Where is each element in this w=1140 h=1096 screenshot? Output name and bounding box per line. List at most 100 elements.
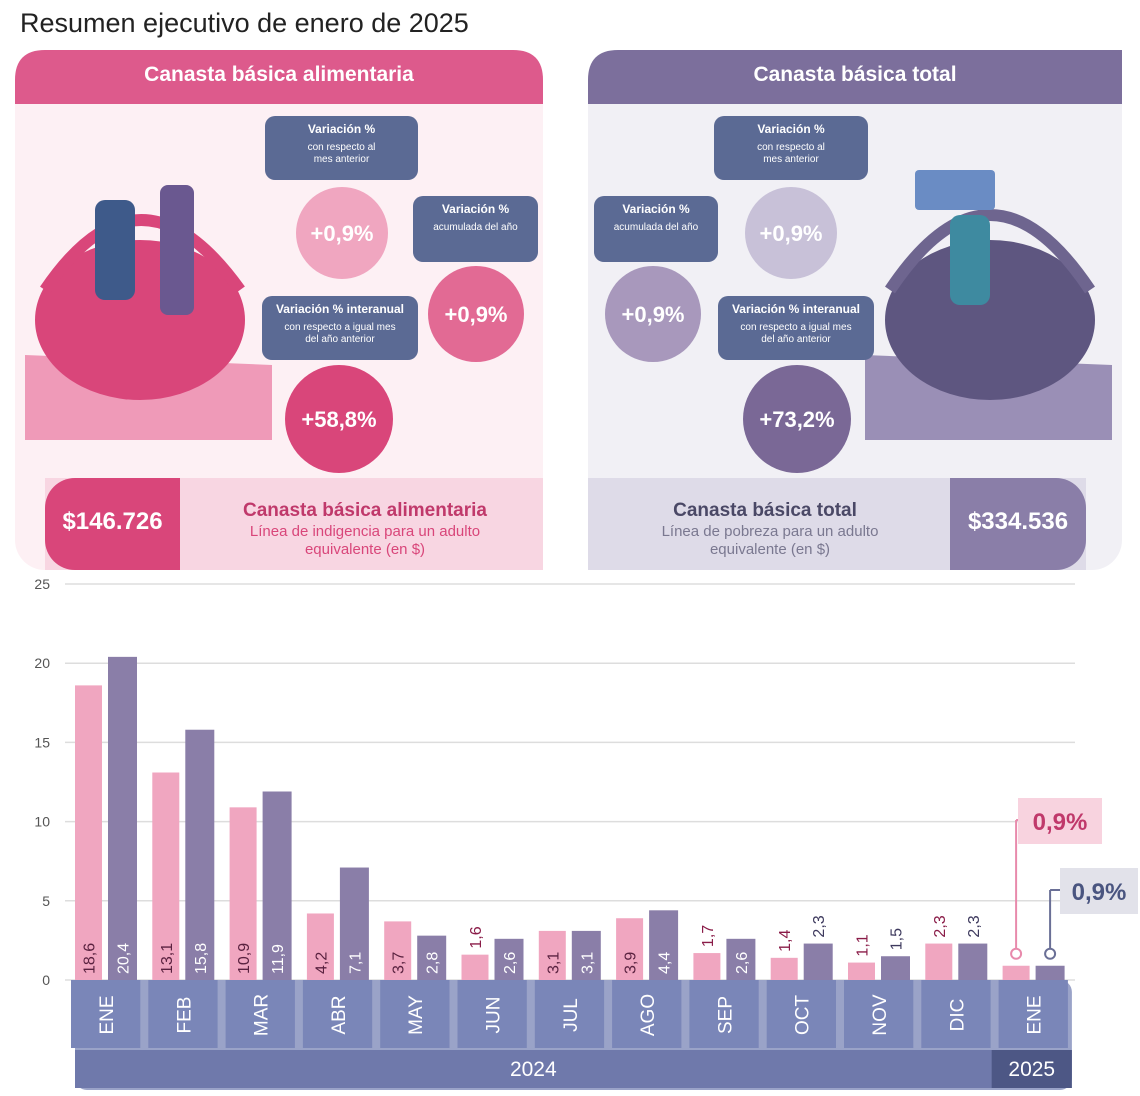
stat-label-box: Variación % con respecto al mes anterior xyxy=(265,116,418,180)
category-cell xyxy=(689,980,759,1048)
x-tick-label: AGO xyxy=(638,994,659,1036)
card xyxy=(915,170,995,210)
bar xyxy=(75,685,102,980)
x-tick-label: FEB xyxy=(174,997,195,1034)
stat-bubble xyxy=(428,266,524,362)
category-cell xyxy=(225,980,295,1048)
x-tick-label: OCT xyxy=(793,995,814,1036)
basket-handle xyxy=(885,209,1095,294)
y-tick-label: 20 xyxy=(34,655,50,671)
bar xyxy=(152,772,180,980)
stat-bubble xyxy=(285,365,393,473)
y-tick-label: 10 xyxy=(34,814,50,830)
stat-label-box: Variación % acumulada del año xyxy=(594,196,718,262)
value-label: 2,6 xyxy=(502,952,519,974)
stat-label: Variación % interanual xyxy=(731,302,861,316)
category-cell xyxy=(844,980,914,1048)
panel-header: Canasta básica total xyxy=(753,63,957,86)
callout-dot xyxy=(1044,947,1057,960)
year-label: 2025 xyxy=(1008,1058,1055,1081)
value-label: 0,9% xyxy=(1072,879,1127,906)
category-cell xyxy=(380,980,450,1048)
bar xyxy=(958,943,988,980)
bar xyxy=(848,962,875,980)
stat-label: Variación % xyxy=(307,122,376,136)
basket xyxy=(885,240,1095,400)
category-cell xyxy=(766,980,836,1048)
stat-bubble xyxy=(743,365,851,473)
panel-header-bg xyxy=(15,50,543,104)
x-tick-label: DIC xyxy=(947,999,968,1032)
stat-label-box: Variación % interanual con respecto a igu… xyxy=(718,296,874,360)
bar xyxy=(770,957,798,980)
bar xyxy=(1002,965,1030,980)
category-cell xyxy=(612,980,682,1048)
y-tick-label: 0 xyxy=(42,972,50,988)
value-label: 1,6 xyxy=(468,926,485,948)
bar xyxy=(616,918,644,980)
amount-desc: Línea de indigencia para un adulto equiv… xyxy=(249,523,481,558)
year-label: 2024 xyxy=(510,1058,557,1081)
value-label: 1,4 xyxy=(777,929,794,951)
x-tick-label: ABR xyxy=(329,995,350,1034)
amount-desc: Línea de pobreza para un adulto equivale… xyxy=(661,523,879,558)
value-label: 0,9% xyxy=(1033,809,1088,836)
stat-sublabel: con respecto al mes anterior xyxy=(757,142,825,165)
y-tick-label: 25 xyxy=(34,576,50,592)
value-label: 1,1 xyxy=(855,934,872,956)
value-label: 2,3 xyxy=(966,915,983,937)
value-label: 1,5 xyxy=(889,928,906,950)
stat-sublabel: acumulada del año xyxy=(433,222,518,233)
value-label: 4,4 xyxy=(657,952,674,974)
category-cell xyxy=(71,980,141,1048)
bar xyxy=(461,954,489,980)
stat-sublabel: con respecto a igual mes del año anterio… xyxy=(284,322,396,345)
y-tick-label: 5 xyxy=(42,893,50,909)
callout-dot xyxy=(1010,947,1023,960)
bar xyxy=(417,935,447,980)
category-cell xyxy=(534,980,605,1048)
panel-header: Canasta básica alimentaria xyxy=(144,63,414,86)
amount-pill xyxy=(950,478,1086,570)
value-label: 3,9 xyxy=(623,952,640,974)
bar xyxy=(384,921,412,980)
value-label: 2,8 xyxy=(425,952,442,974)
bottle xyxy=(95,200,135,300)
amount-pill xyxy=(150,478,180,570)
value-label: 18,6 xyxy=(82,943,99,974)
year-band xyxy=(75,1050,992,1088)
value-label: 2,6 xyxy=(734,952,751,974)
x-tick-label: ENE xyxy=(1025,995,1046,1034)
bar xyxy=(726,938,756,980)
value-label: 10,9 xyxy=(236,943,253,974)
basket-handle xyxy=(40,214,245,294)
value-label: 13,1 xyxy=(159,943,176,974)
stat-value: +0,9% xyxy=(622,302,685,327)
stat-label: Variación % xyxy=(441,202,510,216)
category-cell xyxy=(148,980,218,1048)
stat-bubble xyxy=(296,187,388,279)
bar xyxy=(108,656,137,980)
value-label: 3,1 xyxy=(579,952,596,974)
bar xyxy=(229,807,257,980)
bottle xyxy=(950,215,990,305)
callout-box xyxy=(1018,798,1102,844)
bar xyxy=(306,913,334,980)
stat-sublabel: con respecto a igual mes del año anterio… xyxy=(740,322,852,345)
amount-pill xyxy=(950,478,980,570)
value-label: 20,4 xyxy=(116,943,133,974)
category-cell xyxy=(998,980,1068,1048)
stat-value: +0,9% xyxy=(760,221,823,246)
bar xyxy=(185,729,215,980)
x-tick-label: MAR xyxy=(252,994,273,1036)
amount: $146.726 xyxy=(62,508,163,535)
amount-pill xyxy=(45,478,180,570)
x-tick-label: MAY xyxy=(406,995,427,1035)
category-cell xyxy=(921,980,991,1048)
amount-title: Canasta básica alimentaria xyxy=(243,500,487,521)
x-tick-label: ENE xyxy=(97,995,118,1034)
stat-label: Variación % xyxy=(757,122,825,136)
value-label: 3,7 xyxy=(391,952,408,974)
stat-bubble xyxy=(605,266,701,362)
